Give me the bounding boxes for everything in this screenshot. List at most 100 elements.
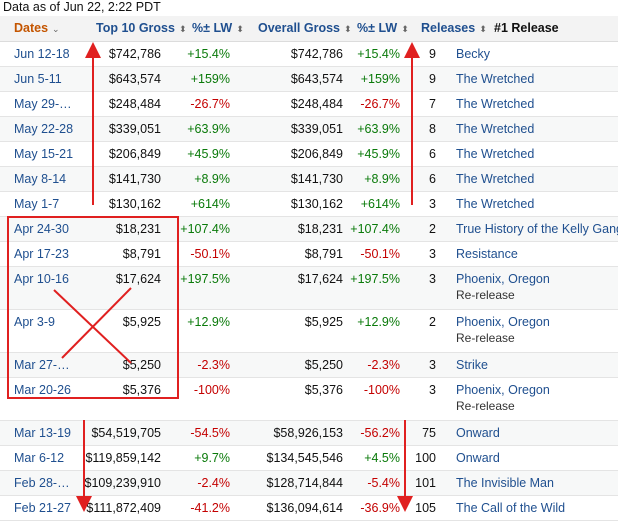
pct-change-overall: +107.4% xyxy=(350,222,400,236)
col-header-pct-lw-overall[interactable]: %± LW ⬍ xyxy=(357,21,409,35)
releases-count: 100 xyxy=(415,451,436,465)
releases-count: 3 xyxy=(429,247,436,261)
table-row: Apr 24-30 $18,231 +107.4% $18,231 +107.4% 2 Tr… xyxy=(0,217,618,242)
top-release-link[interactable]: Phoenix, Oregon xyxy=(456,315,550,329)
overall-gross: $18,231 xyxy=(297,222,343,236)
col-header-dates[interactable]: Dates ⌄ xyxy=(14,21,60,35)
overall-gross: $8,791 xyxy=(304,247,343,261)
releases-count: 3 xyxy=(429,358,436,372)
date-range-link[interactable]: Mar 27-A… xyxy=(14,358,76,372)
chevron-down-icon: ⌄ xyxy=(52,24,60,34)
date-range-link[interactable]: May 29-J… xyxy=(14,97,76,111)
top-release-link[interactable]: Resistance xyxy=(456,247,518,261)
date-range-link[interactable]: Mar 20-26 xyxy=(14,383,71,397)
data-timestamp: Data as of Jun 22, 2:22 PDT xyxy=(3,0,161,14)
top-release-link[interactable]: Strike xyxy=(456,358,488,372)
releases-count: 9 xyxy=(429,47,436,61)
top-release-link[interactable]: The Wretched xyxy=(456,147,535,161)
table-row: Jun 12-18 $742,786 +15.4% $742,786 +15.4% 9 Be… xyxy=(0,42,618,67)
table-row: Apr 10-16 $17,624 +197.5% $17,624 +197.5% 3 Ph… xyxy=(0,267,618,310)
pct-change-overall: -50.1% xyxy=(360,247,400,261)
date-range-link[interactable]: Jun 5-11 xyxy=(14,72,62,86)
pct-change: +9.7% xyxy=(194,451,230,465)
table-row: May 15-21 $206,849 +45.9% $206,849 +45.9% 6 Th… xyxy=(0,142,618,167)
release-note: Re-release xyxy=(456,399,515,413)
top-release-link[interactable]: Onward xyxy=(456,426,500,440)
col-header-releases[interactable]: Releases ⬍ xyxy=(421,21,487,35)
overall-gross: $141,730 xyxy=(290,172,343,186)
sort-icon: ⬍ xyxy=(401,24,409,34)
pct-change: +15.4% xyxy=(187,47,230,61)
releases-count: 2 xyxy=(429,315,436,329)
table-row: May 1-7 $130,162 +614% $130,162 +614% 3 The Wr… xyxy=(0,192,618,217)
date-range-link[interactable]: Apr 17-23 xyxy=(14,247,69,261)
sort-icon: ⬍ xyxy=(236,24,244,34)
top-release-link[interactable]: Phoenix, Oregon xyxy=(456,272,550,286)
overall-gross: $128,714,844 xyxy=(266,476,343,490)
top-release-link[interactable]: The Call of the Wild xyxy=(456,501,566,515)
col-header-overall-gross[interactable]: Overall Gross ⬍ xyxy=(258,21,352,35)
pct-change-overall: +197.5% xyxy=(350,272,400,286)
release-note: Re-release xyxy=(456,288,515,302)
date-range-link[interactable]: May 8-14 xyxy=(14,172,67,186)
col-header-pct-lw[interactable]: %± LW ⬍ xyxy=(192,21,244,35)
releases-count: 6 xyxy=(429,147,436,161)
overall-gross: $130,162 xyxy=(290,197,343,211)
table-header: Dates ⌄ Top 10 Gross ⬍ %± LW ⬍ Overall Gros… xyxy=(0,16,618,42)
top-release-link[interactable]: True History of the Kelly Gang xyxy=(456,222,618,236)
date-range-link[interactable]: Mar 6-12 xyxy=(14,451,65,465)
releases-count: 9 xyxy=(429,72,436,86)
releases-count: 3 xyxy=(429,383,436,397)
pct-change-overall: -2.3% xyxy=(367,358,400,372)
releases-count: 105 xyxy=(415,501,436,515)
top10-gross: $339,051 xyxy=(108,122,161,136)
pct-change: +107.4% xyxy=(180,222,230,236)
table-row: Feb 28-… $109,239,910 -2.4% $128,714,844 -5.… xyxy=(0,471,618,496)
top10-gross: $5,376 xyxy=(122,383,161,397)
top-release-link[interactable]: The Wretched xyxy=(456,197,535,211)
overall-gross: $136,094,614 xyxy=(266,501,343,515)
table-row: Jun 5-11 $643,574 +159% $643,574 +159% 9 The W… xyxy=(0,67,618,92)
date-range-link[interactable]: Apr 3-9 xyxy=(14,315,55,329)
pct-change: -41.2% xyxy=(190,501,230,515)
overall-gross: $5,925 xyxy=(304,315,343,329)
top10-gross: $130,162 xyxy=(108,197,161,211)
top-release-link[interactable]: The Wretched xyxy=(456,97,535,111)
top-release-link[interactable]: Phoenix, Oregon xyxy=(456,383,550,397)
top-release-link[interactable]: The Wretched xyxy=(456,72,535,86)
releases-count: 3 xyxy=(429,197,436,211)
top-release-link[interactable]: Onward xyxy=(456,451,500,465)
top-release-link[interactable]: The Invisible Man xyxy=(456,476,554,490)
sort-icon: ⬍ xyxy=(479,24,487,34)
overall-gross: $248,484 xyxy=(290,97,343,111)
releases-count: 2 xyxy=(429,222,436,236)
table-row: Apr 17-23 $8,791 -50.1% $8,791 -50.1% 3 Resist… xyxy=(0,242,618,267)
top-release-link[interactable]: Becky xyxy=(456,47,491,61)
date-range-link[interactable]: Mar 13-19 xyxy=(14,426,71,440)
date-range-link[interactable]: Apr 24-30 xyxy=(14,222,69,236)
pct-change: -26.7% xyxy=(190,97,230,111)
overall-gross: $5,250 xyxy=(304,358,343,372)
pct-change-overall: +12.9% xyxy=(357,315,400,329)
table-row: Feb 21-27 $111,872,409 -41.2% $136,094,614 -… xyxy=(0,496,618,521)
date-range-link[interactable]: May 15-21 xyxy=(14,147,74,161)
table-row: Mar 13-19 $54,519,705 -54.5% $58,926,153 -56… xyxy=(0,421,618,446)
releases-count: 6 xyxy=(429,172,436,186)
date-range-link[interactable]: May 22-28 xyxy=(14,122,74,136)
date-range-link[interactable]: Feb 21-27 xyxy=(14,501,71,515)
overall-gross: $5,376 xyxy=(304,383,343,397)
date-range-link[interactable]: May 1-7 xyxy=(14,197,60,211)
pct-change-overall: +4.5% xyxy=(364,451,400,465)
date-range-link[interactable]: Apr 10-16 xyxy=(14,272,69,286)
releases-count: 8 xyxy=(429,122,436,136)
pct-change-overall: +8.9% xyxy=(364,172,400,186)
top-release-link[interactable]: The Wretched xyxy=(456,122,535,136)
pct-change: -2.4% xyxy=(197,476,230,490)
date-range-link[interactable]: Jun 12-18 xyxy=(14,47,70,61)
col-header-top10-gross[interactable]: Top 10 Gross ⬍ xyxy=(96,21,187,35)
top-release-link[interactable]: The Wretched xyxy=(456,172,535,186)
pct-change: -100% xyxy=(193,383,230,397)
pct-change-overall: -36.9% xyxy=(360,501,400,515)
date-range-link[interactable]: Feb 28-… xyxy=(14,476,70,490)
table-row: May 8-14 $141,730 +8.9% $141,730 +8.9% 6 The W… xyxy=(0,167,618,192)
